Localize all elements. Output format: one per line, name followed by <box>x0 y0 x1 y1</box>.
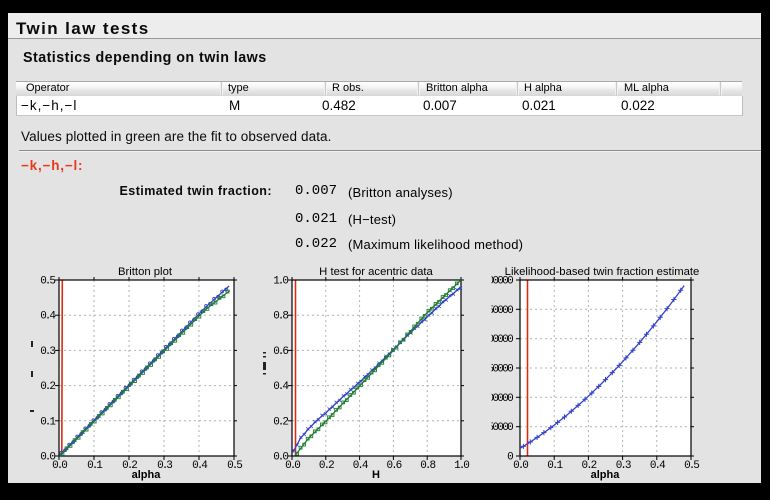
svg-text:Britton plot: Britton plot <box>118 266 173 278</box>
svg-text:0: 0 <box>507 452 513 464</box>
svg-text:0.4: 0.4 <box>40 311 56 323</box>
svg-text:200000: 200000 <box>483 334 514 346</box>
svg-text:0.0: 0.0 <box>40 452 55 464</box>
svg-text:0.4: 0.4 <box>353 460 369 472</box>
svg-text:H: H <box>372 469 380 481</box>
svg-text:0.5: 0.5 <box>227 460 242 472</box>
svg-text:150000: 150000 <box>483 364 514 376</box>
svg-text:0.6: 0.6 <box>273 346 288 358</box>
svg-text:0.6: 0.6 <box>386 460 401 472</box>
svg-text:0.2: 0.2 <box>273 416 288 428</box>
svg-text:0.2: 0.2 <box>122 460 137 472</box>
svg-text:0.2: 0.2 <box>40 381 55 393</box>
svg-text:0.8: 0.8 <box>273 311 288 323</box>
svg-text:250000: 250000 <box>483 305 514 317</box>
svg-text:0.3: 0.3 <box>40 346 55 358</box>
svg-text:0.3: 0.3 <box>157 460 172 472</box>
svg-text:300000: 300000 <box>483 276 514 288</box>
svg-text:0.3: 0.3 <box>616 460 631 472</box>
svg-text:0.5: 0.5 <box>40 276 55 288</box>
svg-text:1.0: 1.0 <box>273 276 288 288</box>
svg-text:0.0: 0.0 <box>285 460 300 472</box>
svg-text:0.0: 0.0 <box>273 452 288 464</box>
svg-text:100000: 100000 <box>483 393 514 405</box>
svg-text:50000: 50000 <box>487 422 513 434</box>
svg-text:0.2: 0.2 <box>581 460 596 472</box>
svg-text:0.1: 0.1 <box>87 460 103 472</box>
svg-text:0.4: 0.4 <box>192 460 208 472</box>
svg-text:0.0: 0.0 <box>52 460 67 472</box>
svg-text:0.1: 0.1 <box>40 416 56 428</box>
svg-text:0.4: 0.4 <box>650 460 666 472</box>
svg-text:0.4: 0.4 <box>273 381 289 393</box>
svg-text:Likelihood-based twin fraction: Likelihood-based twin fraction estimate <box>505 266 700 278</box>
svg-text:1.0: 1.0 <box>454 460 469 472</box>
svg-text:alpha: alpha <box>591 469 621 481</box>
svg-text:0.2: 0.2 <box>319 460 334 472</box>
svg-text:0.0: 0.0 <box>513 460 528 472</box>
svg-text:0.8: 0.8 <box>420 460 435 472</box>
svg-text:0.1: 0.1 <box>547 460 563 472</box>
svg-text:0.5: 0.5 <box>684 460 699 472</box>
svg-text:H test for acentric data: H test for acentric data <box>319 266 433 278</box>
svg-text:alpha: alpha <box>132 469 162 481</box>
